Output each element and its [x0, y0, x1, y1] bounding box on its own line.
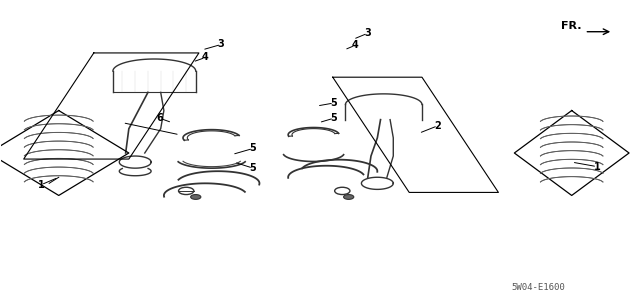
Text: 1: 1: [38, 180, 44, 190]
Text: 5: 5: [331, 98, 337, 108]
Text: 5: 5: [250, 144, 257, 153]
Text: 3: 3: [364, 28, 371, 38]
Text: 5: 5: [250, 163, 257, 173]
Text: 4: 4: [351, 40, 358, 50]
Text: 3: 3: [218, 39, 225, 50]
Text: 5W04-E1600: 5W04-E1600: [511, 283, 565, 293]
Text: 6: 6: [156, 113, 163, 123]
Circle shape: [344, 195, 354, 200]
Text: 2: 2: [435, 121, 441, 131]
Circle shape: [191, 195, 201, 200]
Text: 1: 1: [594, 162, 600, 172]
Text: 5: 5: [331, 113, 337, 123]
Text: FR.: FR.: [561, 21, 581, 31]
Text: 4: 4: [202, 53, 209, 62]
